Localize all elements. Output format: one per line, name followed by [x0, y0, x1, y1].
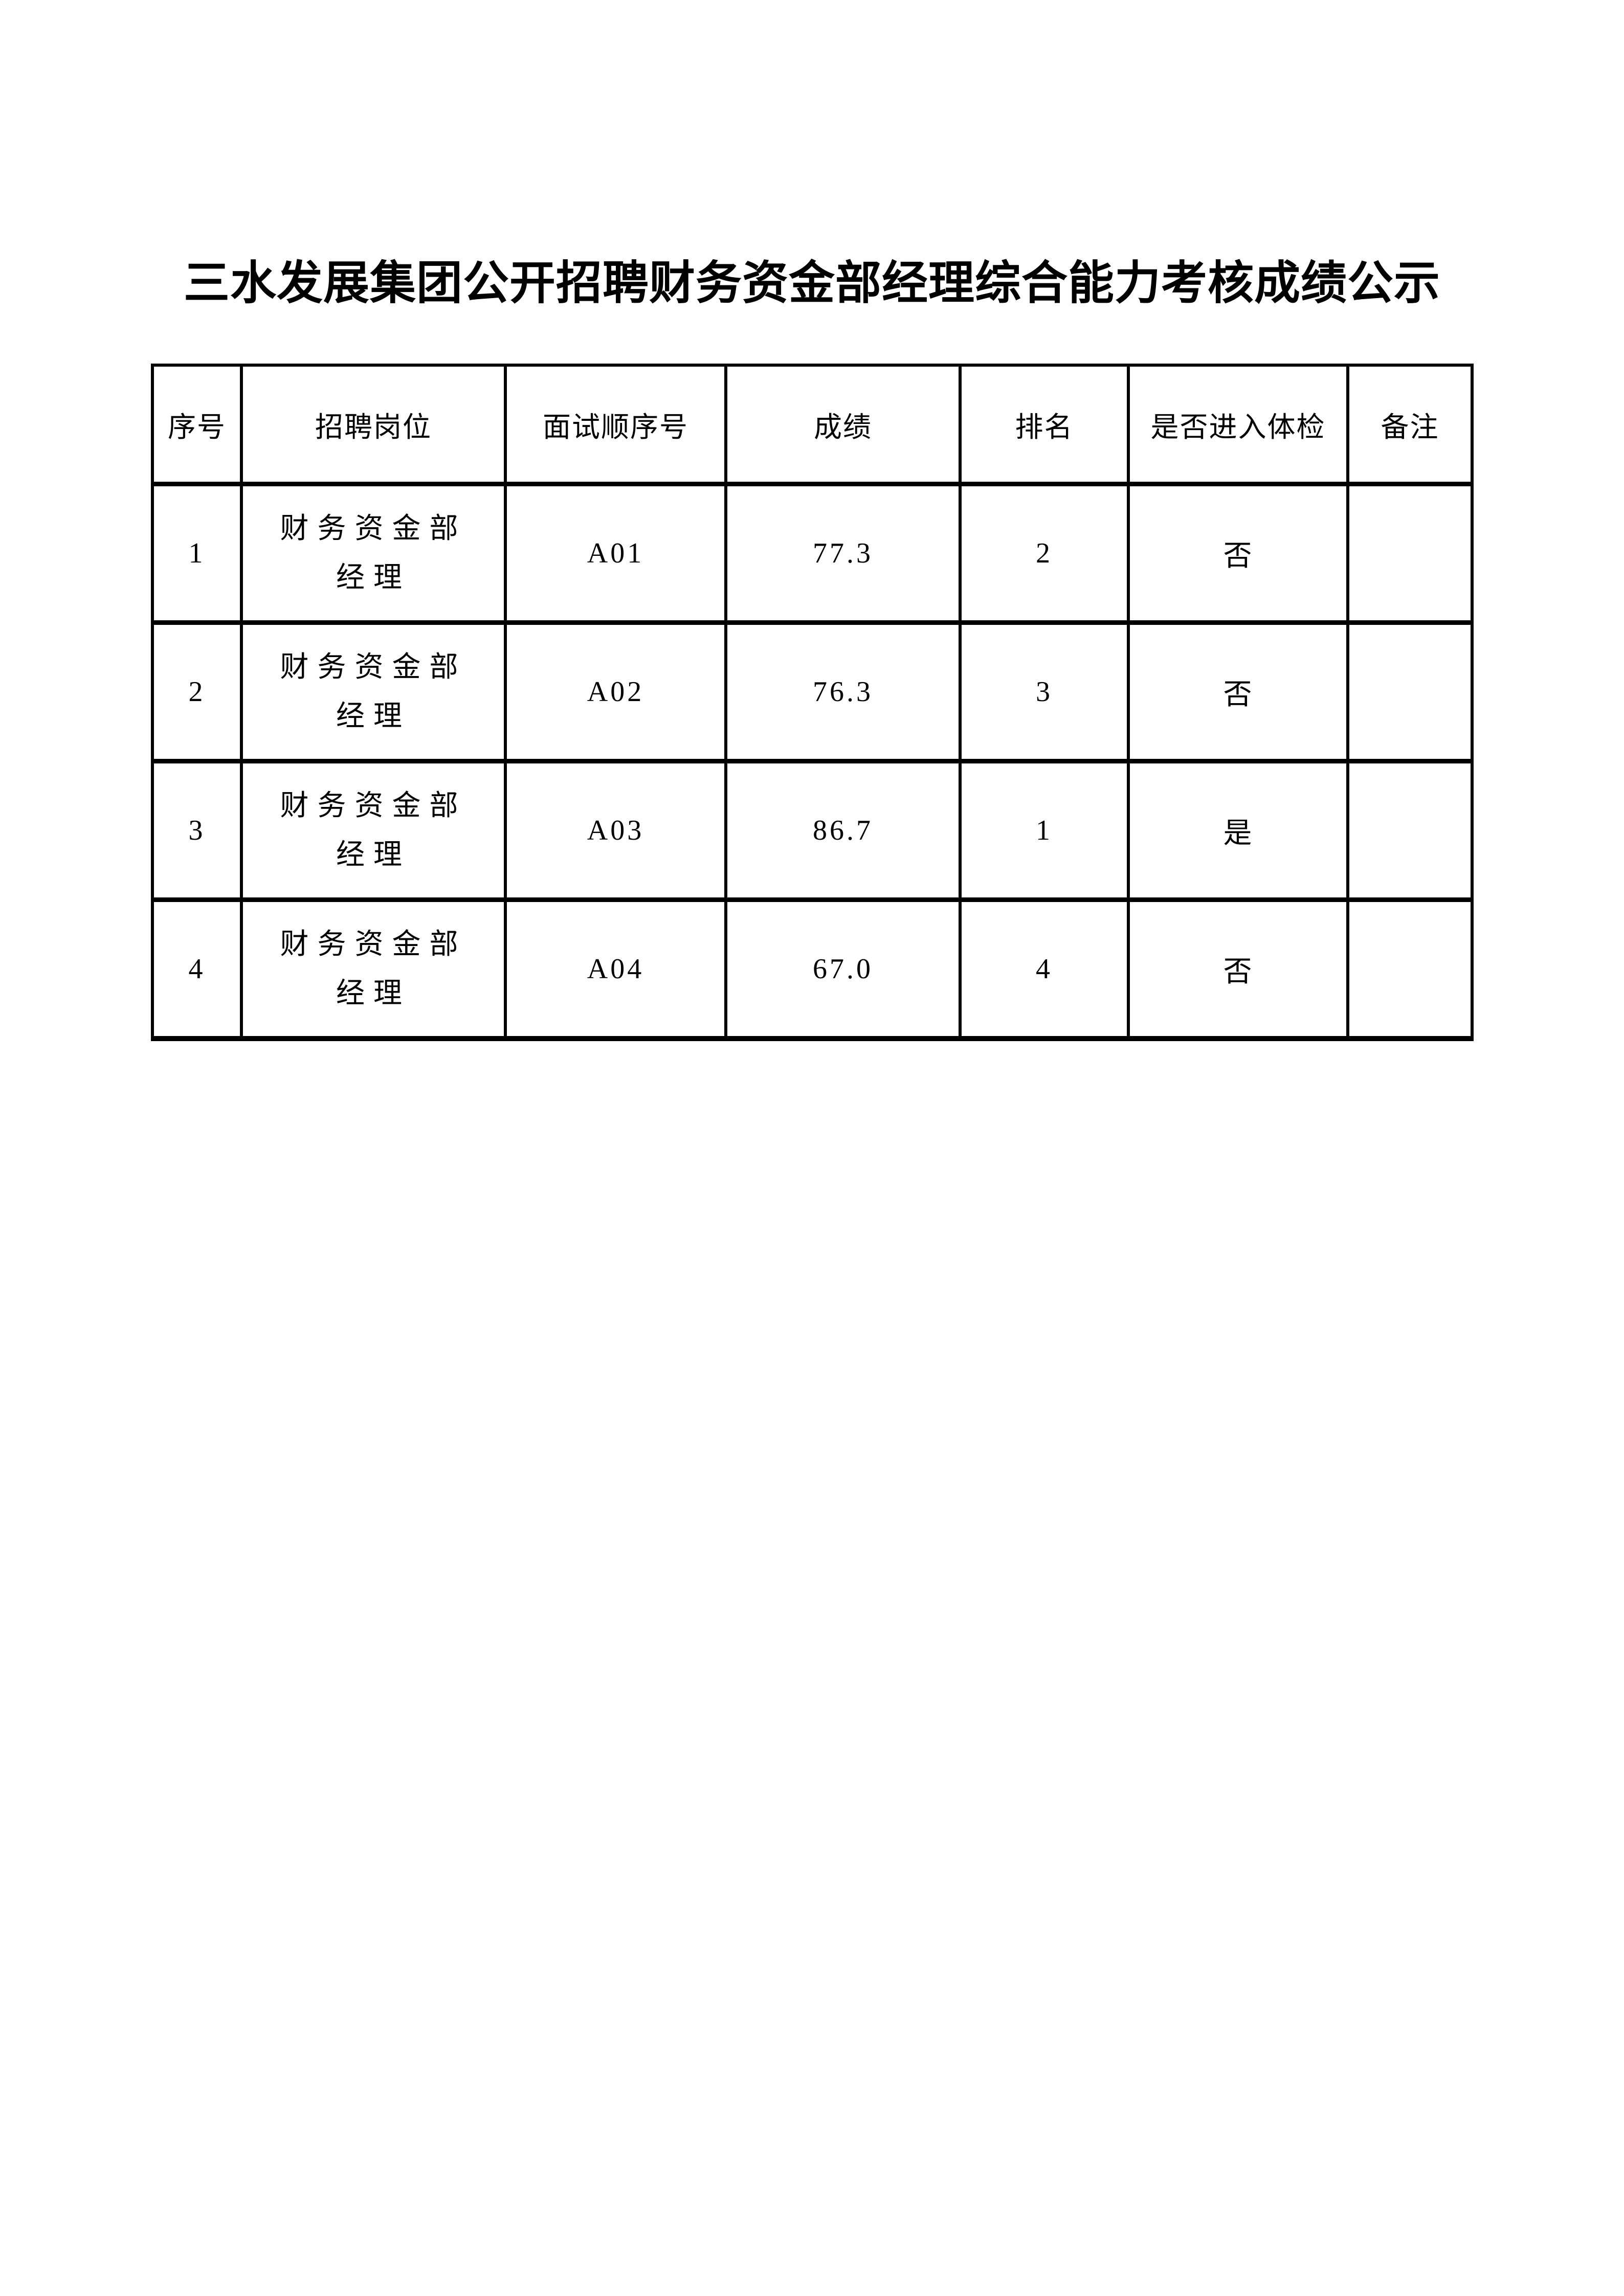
col-header-position: 招聘岗位	[240, 364, 507, 486]
table-row: 2 财务资金部经理 A02 76.3 3 否	[151, 620, 1474, 763]
cell-interview-no: A01	[504, 482, 727, 625]
cell-seq: 4	[151, 897, 243, 1041]
page-title: 三水发展集团公开招聘财务资金部经理综合能力考核成绩公示	[184, 258, 1440, 309]
cell-position: 财务资金部经理	[240, 759, 507, 902]
cell-medical: 否	[1127, 620, 1349, 763]
cell-interview-no: A03	[504, 759, 727, 902]
cell-rank: 3	[959, 620, 1130, 763]
cell-position: 财务资金部经理	[240, 897, 507, 1041]
position-text: 财务资金部经理	[280, 929, 467, 1009]
col-header-seq: 序号	[151, 364, 243, 486]
col-header-remarks: 备注	[1346, 364, 1474, 486]
cell-seq: 3	[151, 759, 243, 902]
cell-seq: 2	[151, 620, 243, 763]
position-text: 财务资金部经理	[280, 651, 467, 732]
cell-rank: 4	[959, 897, 1130, 1041]
cell-medical: 否	[1127, 897, 1349, 1041]
cell-interview-no: A04	[504, 897, 727, 1041]
cell-rank: 2	[959, 482, 1130, 625]
cell-interview-no: A02	[504, 620, 727, 763]
table-header-row: 序号 招聘岗位 面试顺序号 成绩 排名 是否进入体检 备注	[151, 364, 1474, 486]
cell-score: 67.0	[724, 897, 962, 1041]
results-table: 序号 招聘岗位 面试顺序号 成绩 排名 是否进入体检 备注 1 财务资金部经理 …	[151, 364, 1474, 1041]
position-text: 财务资金部经理	[280, 513, 467, 594]
cell-score: 77.3	[724, 482, 962, 625]
cell-remarks	[1346, 482, 1474, 625]
position-text: 财务资金部经理	[280, 790, 467, 871]
col-header-rank: 排名	[959, 364, 1130, 486]
col-header-score: 成绩	[724, 364, 962, 486]
cell-medical: 否	[1127, 482, 1349, 625]
cell-seq: 1	[151, 482, 243, 625]
cell-position: 财务资金部经理	[240, 620, 507, 763]
table-row: 4 财务资金部经理 A04 67.0 4 否	[151, 897, 1474, 1041]
col-header-interview-no: 面试顺序号	[504, 364, 727, 486]
table-row: 1 财务资金部经理 A01 77.3 2 否	[151, 482, 1474, 625]
cell-remarks	[1346, 620, 1474, 763]
table-row: 3 财务资金部经理 A03 86.7 1 是	[151, 759, 1474, 902]
cell-position: 财务资金部经理	[240, 482, 507, 625]
cell-remarks	[1346, 897, 1474, 1041]
cell-remarks	[1346, 759, 1474, 902]
col-header-medical: 是否进入体检	[1127, 364, 1349, 486]
cell-rank: 1	[959, 759, 1130, 902]
cell-medical: 是	[1127, 759, 1349, 902]
cell-score: 86.7	[724, 759, 962, 902]
cell-score: 76.3	[724, 620, 962, 763]
